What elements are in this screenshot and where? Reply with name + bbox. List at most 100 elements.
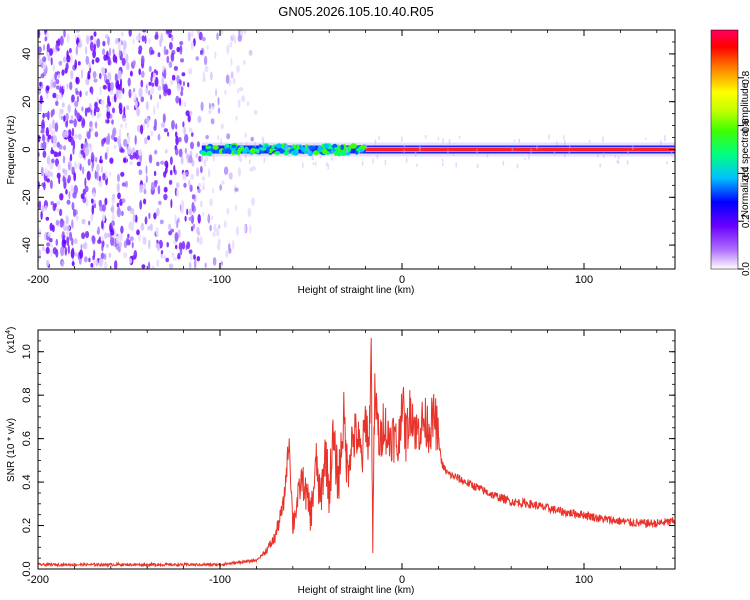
spectrogram-noise-cell [73, 118, 77, 128]
signal-faint-cell [645, 137, 647, 140]
spectrogram-noise-cell [199, 200, 203, 208]
spectrogram-noise-cell [47, 54, 51, 62]
spectrogram-noise-cell [38, 46, 42, 53]
spectrogram-noise-cell [84, 185, 89, 193]
spectrogram-noise-cell [182, 121, 185, 128]
spectrogram-noise-cell [181, 206, 184, 215]
spectrogram-noise-cell [163, 255, 166, 260]
spectrogram-noise-cell [123, 117, 127, 122]
spectrogram-noise-cell [236, 64, 240, 73]
spectrogram-noise-cell [110, 229, 115, 236]
spectrogram-noise-cell [106, 232, 111, 238]
spectrogram-noise-cell [61, 102, 65, 108]
signal-faint-cell [441, 158, 444, 162]
signal-faint-cell [602, 136, 604, 142]
spectrogram-noise-cell [59, 193, 64, 201]
spectrogram-noise-cell [174, 232, 179, 242]
spectrogram-noise-cell [237, 88, 240, 94]
spectrogram-noise-cell [43, 181, 46, 191]
spectrogram-noise-cell [63, 115, 66, 122]
signal-faint-cell [424, 135, 427, 139]
signal-blob [225, 143, 230, 149]
spectrogram-noise-cell [138, 68, 141, 76]
spectrogram-signal-band [199, 134, 675, 170]
spectrogram-y-axis-label: Frequency (Hz) [6, 116, 17, 185]
spectrogram-noise-cell [171, 252, 175, 258]
spectrogram-noise-cell [235, 226, 240, 236]
spectrogram-noise-cell [144, 35, 147, 44]
spectrogram-noise-cell [81, 218, 86, 225]
spectrogram-x-axis-label: Height of straight line (km) [298, 285, 415, 296]
signal-faint-cell [564, 139, 566, 146]
spectrogram-noise-cell [69, 231, 73, 241]
signal-faint-cell [378, 136, 380, 140]
spectrogram-noise-cell [205, 156, 209, 162]
spectrogram-noise-cell [173, 256, 178, 261]
signal-faint-cell [361, 161, 364, 166]
spectrogram-noise-cell [232, 33, 235, 40]
signal-faint-cell [631, 145, 634, 150]
spectrogram-noise-cell [122, 157, 127, 163]
spectrogram-noise-cell [249, 224, 252, 234]
spectrogram-noise-cell [91, 163, 94, 172]
signal-faint-cell [511, 148, 514, 152]
spectrogram-noise-cell [119, 233, 123, 242]
spectrogram-noise-cell [62, 130, 66, 139]
spectrogram-noise-cell [179, 41, 184, 46]
signal-blob [222, 149, 226, 154]
spectrogram-x-ticks: -200 -100 0 100 [27, 30, 658, 286]
spectrogram-noise-cell [52, 64, 56, 72]
spectrogram-noise-cell [39, 95, 43, 105]
spectrogram-noise-cell [196, 30, 200, 35]
spectrogram-noise-cell [178, 148, 183, 158]
signal-blob [231, 144, 237, 148]
spectrogram-noise-cell [121, 57, 126, 66]
spectrogram-noise-cell [70, 136, 74, 146]
spectrogram-noise-cell [86, 35, 90, 45]
spectrogram-noise-cell [157, 85, 162, 91]
spectrogram-noise-cell [44, 231, 47, 241]
spectrogram-noise-cell [197, 115, 202, 123]
spectrogram-noise-cell [179, 248, 183, 256]
spectrogram-noise-cell [216, 32, 219, 41]
spectrogram-noise-cell [72, 208, 77, 218]
spectrogram-noise-cell [143, 198, 147, 205]
spectrogram-noise-cell [42, 133, 45, 138]
spectrogram-noise-cell [85, 91, 88, 96]
spectrogram-noise-cell [208, 102, 211, 110]
spectrogram-noise-cell [230, 57, 233, 66]
signal-faint-cell [365, 144, 368, 150]
spectrogram-noise-cell [65, 112, 69, 121]
spectrogram-noise-cell [181, 72, 186, 77]
spectrogram-noise-cell [153, 170, 157, 177]
snr-y-tick-label: 0.2 [21, 518, 33, 533]
spectrogram-noise-cell [56, 141, 61, 148]
signal-faint-cell [599, 163, 601, 168]
spectrogram-noise-cell [190, 40, 194, 51]
spectrogram-noise-cell [163, 69, 167, 80]
spectrogram-noise-cell [159, 94, 162, 100]
spectrogram-noise-cell [208, 109, 212, 114]
snr-y-tick-label: 0.4 [21, 474, 33, 489]
spectrogram-noise-cell [66, 199, 71, 205]
spectrogram-noise-cell [92, 192, 96, 198]
spectrogram-noise-cell [179, 44, 183, 55]
spectrogram-noise-cell [67, 244, 70, 255]
spectrogram-noise-cell [145, 175, 148, 184]
spectrogram-noise-cell [196, 141, 200, 148]
spectrogram-noise-cell [93, 78, 98, 83]
spectrogram-noise-cell [188, 67, 193, 75]
spectrogram-noise-cell [52, 135, 58, 144]
spectrogram-noise-cell [165, 149, 168, 154]
spectrogram-noise-cell [220, 123, 224, 130]
spectrogram-noise-cell [70, 70, 74, 80]
spectrogram-noise-cell [215, 88, 218, 97]
spectrogram-x-tick-label: 0 [399, 274, 405, 286]
signal-faint-cell [288, 145, 290, 152]
spectrogram-noise-cell [141, 70, 145, 78]
signal-blob [234, 150, 239, 155]
spectrogram-noise-cell [85, 55, 90, 65]
spectrogram-noise-cell [200, 101, 204, 112]
spectrogram-noise-cell [157, 185, 161, 195]
spectrogram-noise-cell [151, 265, 155, 269]
